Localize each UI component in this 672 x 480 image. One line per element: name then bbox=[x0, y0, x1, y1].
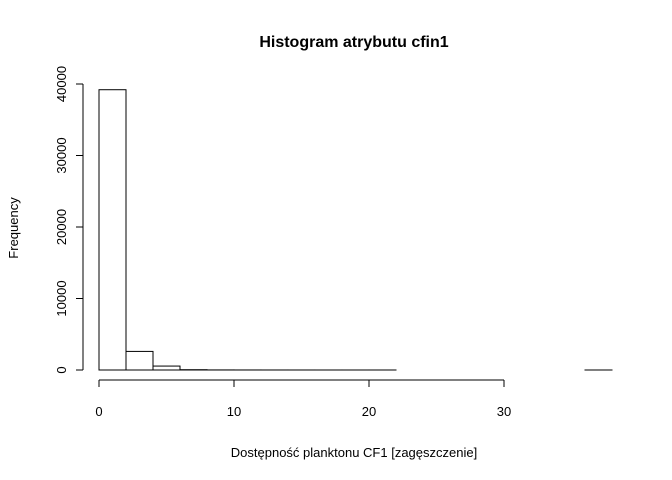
chart-title: Histogram atrybutu cfin1 bbox=[259, 34, 448, 51]
y-axis: 0 10000 20000 30000 40000 bbox=[54, 66, 84, 374]
histogram-bar bbox=[152, 365, 181, 371]
y-tick-label: 10000 bbox=[54, 280, 69, 316]
y-tick-label: 40000 bbox=[54, 66, 69, 102]
y-tick-label: 20000 bbox=[54, 209, 69, 245]
y-tick-label: 0 bbox=[54, 366, 69, 373]
y-axis-label: Frequency bbox=[6, 197, 21, 259]
bars-group bbox=[98, 89, 613, 371]
histogram-bar bbox=[125, 350, 154, 371]
x-tick-label: 10 bbox=[227, 404, 241, 419]
x-tick-label: 20 bbox=[362, 404, 376, 419]
x-tick-label: 0 bbox=[95, 404, 102, 419]
x-axis: 0 10 20 30 bbox=[95, 379, 511, 419]
x-axis-label: Dostępność planktonu CF1 [zagęszczenie] bbox=[231, 445, 477, 460]
y-tick-label: 30000 bbox=[54, 137, 69, 173]
histogram-bar bbox=[98, 89, 127, 371]
x-tick-label: 30 bbox=[497, 404, 511, 419]
